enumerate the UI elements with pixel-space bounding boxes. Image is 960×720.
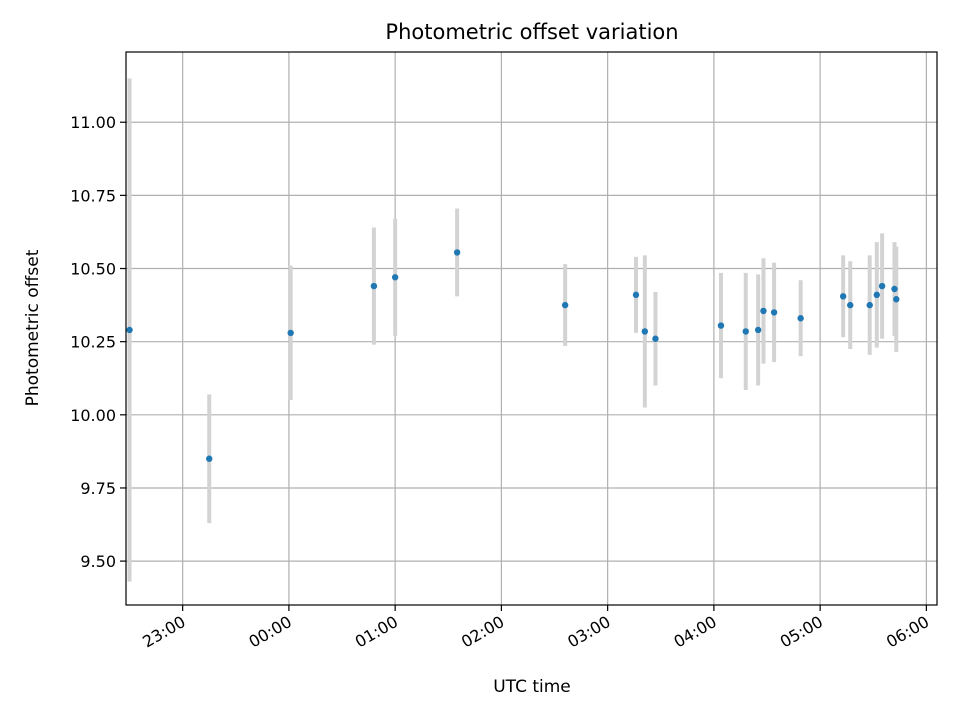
data-point bbox=[839, 293, 847, 300]
grid bbox=[126, 52, 937, 605]
y-axis-label: Photometric offset bbox=[23, 249, 43, 406]
data-point bbox=[632, 291, 640, 299]
data-point bbox=[893, 296, 900, 303]
data-point bbox=[126, 326, 133, 334]
data-point bbox=[561, 301, 569, 309]
y-tick-label: 10.25 bbox=[70, 333, 116, 352]
data-point bbox=[206, 455, 213, 462]
data-point bbox=[891, 285, 898, 293]
chart-title: Photometric offset variation bbox=[385, 20, 678, 44]
data-point bbox=[370, 282, 378, 290]
y-tick-label: 9.50 bbox=[80, 552, 116, 571]
data-point bbox=[873, 291, 880, 299]
data-point bbox=[391, 274, 399, 281]
data-point bbox=[641, 328, 649, 335]
y-tick-label: 9.75 bbox=[80, 479, 116, 498]
y-tick-label: 10.75 bbox=[70, 186, 116, 205]
y-tick-label: 10.00 bbox=[70, 406, 116, 425]
data-point bbox=[866, 301, 873, 309]
data-point bbox=[797, 315, 804, 322]
data-point bbox=[760, 307, 767, 315]
data-point bbox=[878, 282, 886, 290]
data-points bbox=[126, 249, 900, 462]
data-point bbox=[287, 329, 294, 337]
plot-area-frame bbox=[125, 51, 938, 606]
data-point bbox=[847, 301, 854, 309]
y-tick-label: 11.00 bbox=[70, 113, 116, 132]
data-point bbox=[453, 249, 461, 256]
y-axis-ticks: 9.50 9.75 10.00 10.25 10.50 10.75 11.00 bbox=[70, 113, 126, 571]
data-point bbox=[717, 322, 725, 329]
data-point bbox=[742, 328, 749, 335]
x-axis-label: UTC time bbox=[493, 677, 571, 697]
data-point bbox=[754, 326, 762, 334]
data-point bbox=[770, 309, 778, 316]
y-tick-label: 10.50 bbox=[70, 260, 116, 279]
data-point bbox=[652, 335, 659, 342]
